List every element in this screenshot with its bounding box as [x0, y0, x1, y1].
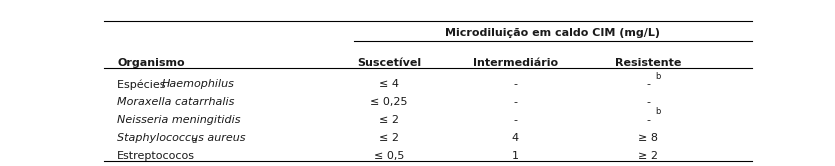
Text: Intermediário: Intermediário: [473, 58, 558, 68]
Text: ≤ 2: ≤ 2: [379, 115, 399, 125]
Text: -: -: [514, 97, 518, 107]
Text: -: -: [646, 97, 650, 107]
Text: 1: 1: [512, 151, 519, 161]
Text: b: b: [655, 72, 661, 81]
Text: ≤ 0,25: ≤ 0,25: [371, 97, 407, 107]
Text: Espécies: Espécies: [117, 79, 170, 90]
Text: Estreptococos: Estreptococos: [117, 151, 195, 161]
Text: Haemophilus: Haemophilus: [161, 79, 234, 89]
Text: ≤ 2: ≤ 2: [379, 133, 399, 143]
Text: -: -: [646, 115, 650, 125]
Text: a: a: [192, 136, 197, 145]
Text: ≥ 2: ≥ 2: [638, 151, 658, 161]
Text: 4: 4: [512, 133, 519, 143]
Text: Microdiluição em caldo CIM (mg/L): Microdiluição em caldo CIM (mg/L): [445, 28, 660, 38]
Text: -: -: [514, 115, 518, 125]
Text: ≥ 8: ≥ 8: [638, 133, 658, 143]
Text: -: -: [646, 79, 650, 89]
Text: Moraxella catarrhalis: Moraxella catarrhalis: [117, 97, 235, 107]
Text: Staphylococcus aureus: Staphylococcus aureus: [117, 133, 245, 143]
Text: Organismo: Organismo: [117, 58, 185, 68]
Text: b: b: [655, 107, 661, 117]
Text: Neisseria meningitidis: Neisseria meningitidis: [117, 115, 240, 125]
Text: Suscetível: Suscetível: [357, 58, 421, 68]
Text: ≤ 0,5: ≤ 0,5: [374, 151, 404, 161]
Text: ≤ 4: ≤ 4: [379, 79, 399, 89]
Text: -: -: [514, 79, 518, 89]
Text: Resistente: Resistente: [615, 58, 681, 68]
